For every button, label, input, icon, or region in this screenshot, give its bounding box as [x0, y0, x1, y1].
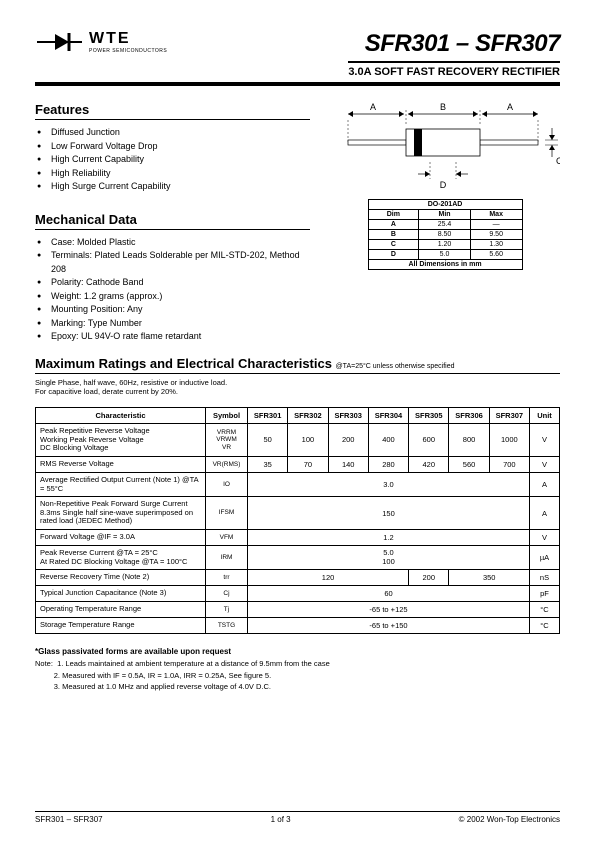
logo-subtitle: POWER SEMICONDUCTORS [89, 48, 167, 54]
feature-item: Diffused Junction [37, 126, 310, 140]
footer-left: SFR301 – SFR307 [35, 815, 103, 824]
ratings-col-header: SFR306 [449, 408, 489, 424]
ratings-col-header: SFR301 [248, 408, 288, 424]
ratings-row: Typical Junction Capacitance (Note 3)Cj6… [36, 586, 560, 602]
mechanical-list: Case: Molded PlasticTerminals: Plated Le… [37, 236, 310, 344]
mechanical-item: Mounting Position: Any [37, 303, 310, 317]
svg-text:D: D [440, 180, 447, 190]
ratings-col-header: SFR304 [368, 408, 408, 424]
note-line: 2. Measured with IF = 0.5A, IR = 1.0A, I… [35, 670, 560, 681]
mechanical-item: Epoxy: UL 94V-O rate flame retardant [37, 330, 310, 344]
load-note-1: Single Phase, half wave, 60Hz, resistive… [35, 378, 560, 388]
ratings-col-header: Unit [530, 408, 560, 424]
ratings-row: Forward Voltage @IF = 3.0AVFM1.2V [36, 530, 560, 546]
footer-center: 1 of 3 [271, 815, 291, 824]
svg-text:A: A [370, 102, 376, 112]
svg-text:B: B [440, 102, 446, 112]
feature-item: Low Forward Voltage Drop [37, 140, 310, 154]
ratings-row: Peak Repetitive Reverse VoltageWorking P… [36, 424, 560, 457]
mechanical-heading: Mechanical Data [35, 212, 310, 230]
mechanical-item: Polarity: Cathode Band [37, 276, 310, 290]
ratings-row: Operating Temperature RangeTj-65 to +125… [36, 602, 560, 618]
mechanical-item: Marking: Type Number [37, 317, 310, 331]
ratings-col-header: SFR305 [409, 408, 449, 424]
part-number-title: SFR301 – SFR307 [348, 30, 560, 58]
ratings-row: Peak Reverse Current @TA = 25°CAt Rated … [36, 546, 560, 570]
ratings-table: CharacteristicSymbolSFR301SFR302SFR303SF… [35, 407, 560, 634]
feature-item: High Reliability [37, 167, 310, 181]
ratings-col-header: Symbol [206, 408, 248, 424]
note-line: Note: 1. Leads maintained at ambient tem… [35, 658, 560, 669]
title-block: SFR301 – SFR307 3.0A SOFT FAST RECOVERY … [348, 30, 560, 78]
page-footer: SFR301 – SFR307 1 of 3 © 2002 Won-Top El… [35, 811, 560, 824]
ratings-row: RMS Reverse VoltageVR(RMS)35701402804205… [36, 456, 560, 472]
ratings-row: Reverse Recovery Time (Note 2)trr1202003… [36, 570, 560, 586]
product-subtitle: 3.0A SOFT FAST RECOVERY RECTIFIER [348, 66, 560, 78]
features-heading: Features [35, 102, 310, 120]
mechanical-item: Terminals: Plated Leads Solderable per M… [37, 249, 310, 276]
logo-text: WTE [89, 30, 167, 48]
package-diagram: A B A C [330, 96, 560, 191]
ratings-col-header: SFR302 [288, 408, 328, 424]
load-note: Single Phase, half wave, 60Hz, resistive… [35, 378, 560, 398]
header-rule [35, 82, 560, 86]
page-header: WTE POWER SEMICONDUCTORS SFR301 – SFR307… [35, 30, 560, 78]
glass-note: *Glass passivated forms are available up… [35, 646, 560, 658]
ratings-col-header: SFR303 [328, 408, 368, 424]
note-line: 3. Measured at 1.0 MHz and applied rever… [35, 681, 560, 692]
ratings-heading-text: Maximum Ratings and Electrical Character… [35, 356, 332, 371]
feature-item: High Surge Current Capability [37, 180, 310, 194]
ratings-col-header: Characteristic [36, 408, 206, 424]
feature-item: High Current Capability [37, 153, 310, 167]
ratings-condition: @TA=25°C unless otherwise specified [336, 363, 455, 370]
ratings-row: Storage Temperature RangeTSTG-65 to +150… [36, 618, 560, 634]
ratings-row: Non-Repetitive Peak Forward Surge Curren… [36, 497, 560, 530]
mechanical-item: Weight: 1.2 grams (approx.) [37, 290, 310, 304]
ratings-heading: Maximum Ratings and Electrical Character… [35, 356, 560, 374]
logo-block: WTE POWER SEMICONDUCTORS [35, 30, 167, 54]
dimension-footer: All Dimensions in mm [368, 260, 522, 270]
footer-right: © 2002 Won-Top Electronics [459, 815, 560, 824]
ratings-row: Average Rectified Output Current (Note 1… [36, 472, 560, 496]
load-note-2: For capacitive load, derate current by 2… [35, 387, 560, 397]
svg-text:C: C [556, 156, 560, 166]
features-list: Diffused JunctionLow Forward Voltage Dro… [37, 126, 310, 194]
notes-block: *Glass passivated forms are available up… [35, 646, 560, 692]
mechanical-item: Case: Molded Plastic [37, 236, 310, 250]
ratings-col-header: SFR307 [489, 408, 529, 424]
diode-logo-icon [35, 30, 83, 54]
svg-text:A: A [507, 102, 513, 112]
package-name: DO-201AD [368, 200, 522, 210]
dimension-table: DO-201AD DimMinMax A25.4—B8.509.50C1.201… [368, 199, 523, 270]
